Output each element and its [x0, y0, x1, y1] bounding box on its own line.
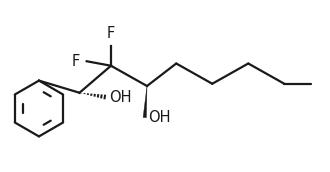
Text: F: F — [107, 26, 115, 41]
Text: OH: OH — [109, 90, 131, 105]
Polygon shape — [143, 86, 147, 118]
Text: OH: OH — [148, 110, 171, 125]
Text: F: F — [71, 54, 80, 69]
